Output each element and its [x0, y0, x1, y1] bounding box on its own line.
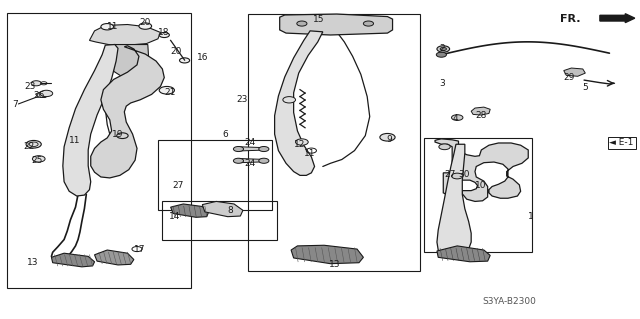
- Text: 3: 3: [440, 79, 445, 88]
- Circle shape: [26, 140, 41, 148]
- Text: 27: 27: [445, 170, 456, 179]
- Polygon shape: [275, 31, 323, 175]
- Text: 22: 22: [23, 142, 34, 151]
- Text: 18: 18: [158, 28, 170, 37]
- Text: 16: 16: [197, 53, 209, 62]
- Circle shape: [452, 115, 463, 121]
- Text: 19: 19: [111, 130, 123, 139]
- Text: 30: 30: [458, 170, 470, 179]
- Text: 13: 13: [28, 258, 39, 267]
- Circle shape: [259, 146, 269, 152]
- Circle shape: [380, 133, 395, 141]
- Circle shape: [139, 23, 152, 29]
- Polygon shape: [63, 45, 118, 196]
- Polygon shape: [202, 201, 243, 217]
- Text: 27: 27: [172, 181, 183, 190]
- Text: 17: 17: [134, 245, 145, 254]
- Text: 6: 6: [223, 130, 228, 139]
- Circle shape: [234, 158, 244, 163]
- Text: 29: 29: [564, 73, 575, 82]
- Text: 12: 12: [294, 140, 305, 149]
- Circle shape: [364, 21, 374, 26]
- Circle shape: [452, 173, 463, 179]
- Text: 26: 26: [34, 92, 45, 100]
- Text: 11: 11: [108, 22, 118, 31]
- Text: 2: 2: [440, 44, 445, 54]
- Text: 25: 25: [31, 156, 42, 165]
- Text: 23: 23: [25, 82, 36, 91]
- FancyArrow shape: [600, 14, 635, 23]
- Text: 20: 20: [171, 47, 182, 56]
- Circle shape: [440, 48, 447, 50]
- Text: 21: 21: [164, 88, 175, 97]
- Text: 20: 20: [139, 19, 150, 27]
- Polygon shape: [36, 92, 49, 98]
- Text: 13: 13: [329, 260, 340, 270]
- Text: 4: 4: [452, 114, 458, 123]
- Text: 5: 5: [583, 83, 589, 92]
- Circle shape: [283, 97, 296, 103]
- Bar: [163, 201, 276, 240]
- Text: 8: 8: [228, 206, 234, 215]
- Polygon shape: [291, 245, 364, 264]
- Text: 28: 28: [475, 111, 486, 120]
- Text: FR.: FR.: [560, 14, 580, 24]
- Polygon shape: [471, 107, 490, 115]
- Polygon shape: [564, 68, 586, 76]
- Text: 11: 11: [304, 149, 316, 158]
- Polygon shape: [237, 159, 267, 163]
- Bar: [424, 138, 532, 252]
- Circle shape: [31, 81, 41, 86]
- Circle shape: [296, 139, 308, 145]
- Bar: [158, 140, 272, 210]
- Polygon shape: [91, 46, 164, 178]
- Polygon shape: [237, 147, 267, 151]
- Bar: [248, 14, 420, 271]
- Circle shape: [40, 90, 52, 97]
- Bar: [7, 13, 191, 288]
- Circle shape: [179, 58, 189, 63]
- Text: 10: 10: [475, 181, 486, 190]
- Text: 11: 11: [69, 136, 81, 145]
- Polygon shape: [51, 253, 95, 267]
- Polygon shape: [90, 25, 161, 45]
- Circle shape: [159, 33, 170, 38]
- Polygon shape: [280, 14, 392, 35]
- Text: ◄ E-1: ◄ E-1: [609, 138, 634, 147]
- Circle shape: [297, 21, 307, 26]
- Polygon shape: [95, 250, 134, 265]
- Text: 14: 14: [169, 212, 180, 221]
- Circle shape: [234, 146, 244, 152]
- Text: 15: 15: [313, 15, 324, 24]
- Circle shape: [101, 24, 113, 30]
- Circle shape: [159, 86, 175, 94]
- Circle shape: [436, 52, 447, 57]
- Polygon shape: [435, 139, 528, 201]
- Text: 23: 23: [237, 95, 248, 104]
- Text: 1: 1: [528, 212, 534, 221]
- Polygon shape: [437, 246, 490, 262]
- Circle shape: [437, 46, 450, 52]
- Circle shape: [33, 156, 45, 162]
- Text: 24: 24: [245, 159, 256, 168]
- Text: 9: 9: [386, 135, 392, 144]
- Circle shape: [259, 158, 269, 163]
- Text: 24: 24: [245, 138, 256, 147]
- Text: 7: 7: [12, 100, 18, 109]
- Polygon shape: [113, 45, 150, 81]
- Polygon shape: [437, 144, 471, 256]
- Text: S3YA-B2300: S3YA-B2300: [483, 297, 536, 306]
- Polygon shape: [171, 204, 209, 217]
- Circle shape: [439, 144, 451, 150]
